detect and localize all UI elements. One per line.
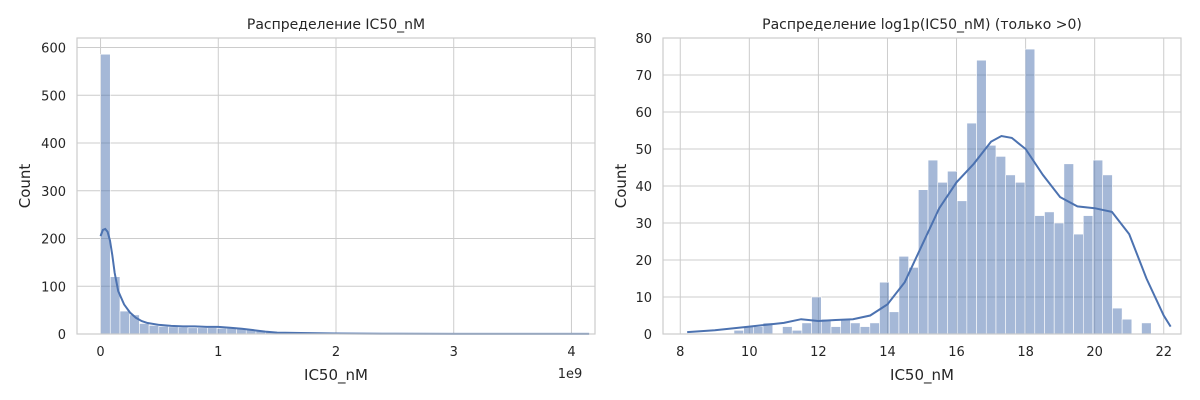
y-axis-label: Count bbox=[612, 164, 630, 209]
x-tick-label: 20 bbox=[1086, 345, 1103, 360]
histogram-bar bbox=[1073, 233, 1084, 335]
x-tick-label: 2 bbox=[332, 345, 340, 360]
y-tick-label: 50 bbox=[635, 143, 652, 158]
histogram-bar bbox=[1044, 211, 1055, 335]
histogram-bar bbox=[1083, 215, 1094, 335]
histogram-bar bbox=[187, 327, 198, 335]
histogram-bar bbox=[216, 327, 228, 335]
y-tick-label: 60 bbox=[635, 106, 652, 121]
grid-lines bbox=[77, 38, 595, 335]
histogram-bar bbox=[995, 156, 1006, 335]
histogram-bar bbox=[1121, 318, 1133, 335]
x-tick-label: 12 bbox=[810, 345, 827, 360]
x-tick-labels: 8 10 12 14 16 18 20 22 bbox=[676, 345, 1172, 360]
y-tick-label: 500 bbox=[41, 89, 66, 104]
histogram-bar bbox=[1063, 163, 1074, 335]
histogram-bar bbox=[1102, 174, 1113, 335]
x-axis-label: IC50_nM bbox=[890, 366, 954, 385]
histogram-bar bbox=[811, 296, 822, 335]
y-tick-label: 40 bbox=[635, 180, 652, 195]
histogram-bar bbox=[1053, 222, 1065, 335]
histogram-bar bbox=[888, 311, 900, 335]
histogram-bar bbox=[850, 322, 861, 335]
histogram-bar bbox=[1005, 174, 1016, 335]
histogram-bar bbox=[840, 318, 851, 335]
x-offset-label: 1e9 bbox=[558, 367, 583, 382]
chart-title: Распределение IC50_nM bbox=[247, 17, 425, 33]
histogram-bar bbox=[956, 200, 968, 335]
y-tick-label: 0 bbox=[58, 328, 66, 343]
plot-frame bbox=[76, 37, 596, 335]
x-tick-label: 16 bbox=[948, 345, 965, 360]
histogram-bar bbox=[830, 326, 842, 335]
histogram-bar bbox=[1092, 159, 1104, 335]
y-tick-label: 0 bbox=[644, 328, 652, 343]
x-axis-label: IC50_nM bbox=[304, 366, 368, 385]
histogram-bar bbox=[207, 327, 218, 335]
y-tick-label: 30 bbox=[635, 217, 652, 232]
x-tick-label: 18 bbox=[1017, 345, 1034, 360]
y-tick-label: 200 bbox=[41, 233, 66, 248]
y-tick-label: 80 bbox=[635, 32, 652, 47]
x-tick-label: 3 bbox=[450, 345, 458, 360]
histogram-bar bbox=[937, 182, 948, 335]
y-tick-labels: 0 100 200 300 400 500 600 bbox=[41, 42, 66, 343]
x-tick-label: 22 bbox=[1155, 345, 1172, 360]
histogram-bar bbox=[197, 327, 208, 335]
y-tick-label: 70 bbox=[635, 69, 652, 84]
histogram-bar bbox=[976, 59, 987, 335]
kde-line bbox=[687, 135, 1172, 334]
plot-frame bbox=[662, 37, 1182, 335]
x-tick-label: 0 bbox=[96, 345, 104, 360]
x-tick-label: 4 bbox=[567, 345, 575, 360]
histogram-bar bbox=[908, 267, 919, 335]
x-tick-label: 10 bbox=[741, 345, 758, 360]
histogram-bar bbox=[1141, 322, 1152, 335]
histogram-bar bbox=[966, 122, 977, 335]
histogram-bar bbox=[148, 325, 160, 335]
histogram-bar bbox=[859, 326, 871, 335]
histogram-bar bbox=[1015, 182, 1026, 335]
histogram-bar bbox=[1112, 307, 1123, 335]
histogram-bar bbox=[801, 322, 812, 335]
histogram-bar bbox=[139, 323, 150, 335]
histogram-bar bbox=[177, 327, 189, 335]
histogram-bar bbox=[119, 310, 130, 335]
y-tick-label: 10 bbox=[635, 291, 652, 306]
histogram-bar bbox=[782, 326, 793, 335]
x-tick-label: 8 bbox=[676, 345, 684, 360]
bars bbox=[733, 48, 1152, 335]
histogram-bar bbox=[947, 170, 958, 335]
histogram-ic50: 0 100 200 300 400 500 600 0 1 2 3 4 Распределение … bbox=[16, 17, 596, 385]
histogram-bar bbox=[109, 276, 121, 335]
histogram-bar bbox=[918, 189, 929, 335]
y-tick-label: 400 bbox=[41, 137, 66, 152]
kde-line bbox=[99, 227, 590, 335]
histogram-bar bbox=[753, 326, 764, 335]
y-tick-label: 20 bbox=[635, 254, 652, 269]
y-tick-label: 300 bbox=[41, 185, 66, 200]
histogram-bar bbox=[1024, 48, 1036, 335]
x-tick-label: 14 bbox=[879, 345, 896, 360]
histogram-bar bbox=[927, 159, 939, 335]
x-tick-labels: 0 1 2 3 4 bbox=[96, 345, 575, 360]
histogram-log1p-ic50: 0 10 20 30 40 50 60 70 80 8 10 12 14 16 18 20 22 Распре… bbox=[612, 17, 1182, 385]
histogram-bar bbox=[985, 145, 997, 335]
histogram-bar bbox=[100, 53, 111, 335]
x-tick-label: 1 bbox=[214, 345, 222, 360]
y-tick-label: 100 bbox=[41, 280, 66, 295]
bars bbox=[100, 53, 587, 335]
histogram-bar bbox=[1034, 215, 1045, 335]
histogram-bar bbox=[158, 326, 169, 335]
histogram-bar bbox=[898, 255, 909, 335]
y-tick-labels: 0 10 20 30 40 50 60 70 80 bbox=[635, 32, 652, 343]
y-tick-label: 600 bbox=[41, 42, 66, 57]
histogram-bar bbox=[168, 326, 179, 335]
y-axis-label: Count bbox=[16, 164, 34, 209]
chart-title: Распределение log1p(IC50_nM) (только >0) bbox=[762, 17, 1082, 33]
histogram-bar bbox=[869, 322, 880, 335]
